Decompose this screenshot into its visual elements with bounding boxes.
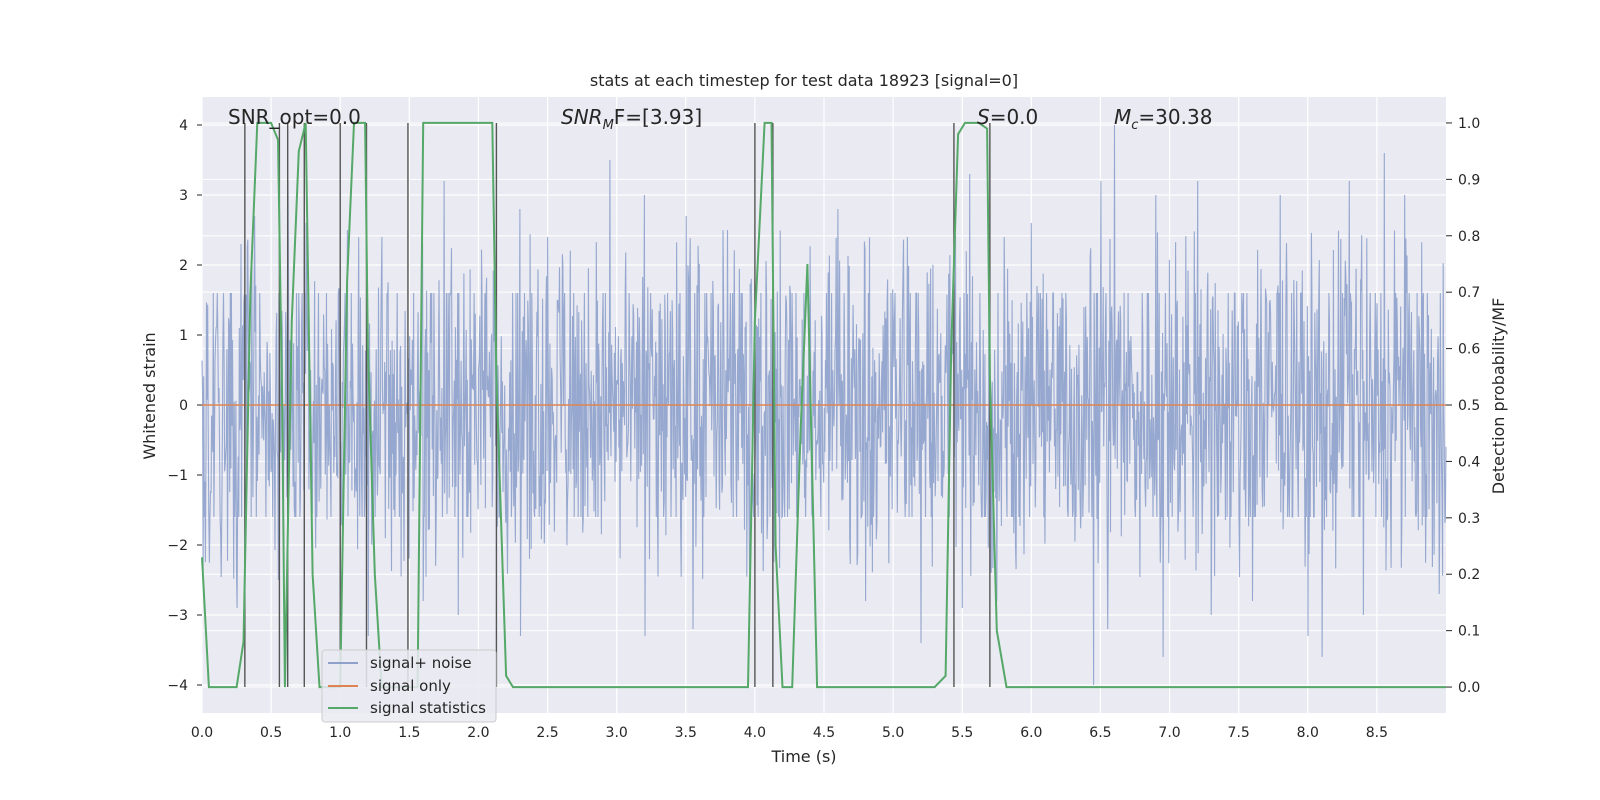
x-tick-label: 1.5 — [398, 725, 420, 741]
x-tick-label: 5.0 — [882, 725, 904, 741]
y2-tick-label: 0.7 — [1458, 285, 1480, 301]
y2-axis-label: Detection probability/MF — [1489, 298, 1508, 495]
y-tick-label: −1 — [167, 468, 188, 484]
y-tick-label: 2 — [179, 258, 188, 274]
axes: 0.0 0.5 1.0 1.5 2.0 2.5 3.0 3.5 4.0 4.5 5.0 5.5 6.0 6… — [167, 116, 1480, 741]
x-tick-label: 5.5 — [951, 725, 973, 741]
x-tick-label: 4.5 — [813, 725, 835, 741]
y-axis-label: Whitened strain — [140, 332, 159, 459]
x-tick-label: 7.0 — [1158, 725, 1180, 741]
x-tick-label: 8.5 — [1366, 725, 1388, 741]
y2-tick-label: 0.2 — [1458, 567, 1480, 583]
y-tick-label: −4 — [167, 678, 188, 694]
x-tick-label: 6.0 — [1020, 725, 1042, 741]
y-tick-label: 0 — [179, 398, 188, 414]
x-tick-label: 0.5 — [260, 725, 282, 741]
legend-label-signal-noise: signal+ noise — [370, 654, 472, 672]
y-tick-label: 4 — [179, 118, 188, 134]
y2-tick-label: 0.5 — [1458, 398, 1480, 414]
y2-tick-label: 0.1 — [1458, 624, 1480, 640]
y2-tick-label: 0.8 — [1458, 229, 1480, 245]
series-signal-statistics — [201, 121, 1446, 689]
x-tick-label: 7.5 — [1228, 725, 1250, 741]
x-tick-label: 2.5 — [536, 725, 558, 741]
x-tick-label: 1.0 — [329, 725, 351, 741]
y2-tick-label: 0.3 — [1458, 511, 1480, 527]
x-tick-label: 6.5 — [1089, 725, 1111, 741]
signal-statistics-line — [201, 121, 1446, 689]
x-tick-label: 4.0 — [744, 725, 766, 741]
x-tick-label: 3.5 — [675, 725, 697, 741]
y2-tick-label: 1.0 — [1458, 116, 1480, 132]
y-tick-label: −2 — [167, 538, 188, 554]
x-tick-label: 2.0 — [467, 725, 489, 741]
x-axis-label: Time (s) — [770, 747, 836, 766]
chart-title: stats at each timestep for test data 189… — [590, 71, 1018, 90]
y2-tick-label: 0.4 — [1458, 454, 1480, 470]
series-signal-plus-noise — [201, 124, 1447, 686]
annotation-s: S=0.0 — [977, 105, 1038, 129]
legend-label-signal-statistics: signal statistics — [370, 699, 486, 717]
y-tick-label: 3 — [179, 188, 188, 204]
y-tick-label: −3 — [167, 608, 188, 624]
y2-tick-label: 0.6 — [1458, 342, 1480, 358]
x-tick-label: 0.0 — [191, 725, 213, 741]
annotation-snr-mf: SNRMF=[3.93] — [561, 105, 702, 133]
annotation-mc: Mc=30.38 — [1114, 105, 1212, 133]
signal-plus-noise-line — [201, 124, 1447, 686]
annotation-snr-opt: SNR_opt=0.0 — [228, 105, 361, 129]
x-tick-label: 3.0 — [606, 725, 628, 741]
legend-label-signal-only: signal only — [370, 677, 451, 695]
legend: signal+ noise signal only signal statist… — [321, 649, 497, 723]
legend-box — [321, 649, 497, 723]
y2-tick-label: 0.0 — [1458, 680, 1480, 696]
y-tick-label: 1 — [179, 328, 188, 344]
x-tick-label: 8.0 — [1297, 725, 1319, 741]
y2-tick-label: 0.9 — [1458, 172, 1480, 188]
